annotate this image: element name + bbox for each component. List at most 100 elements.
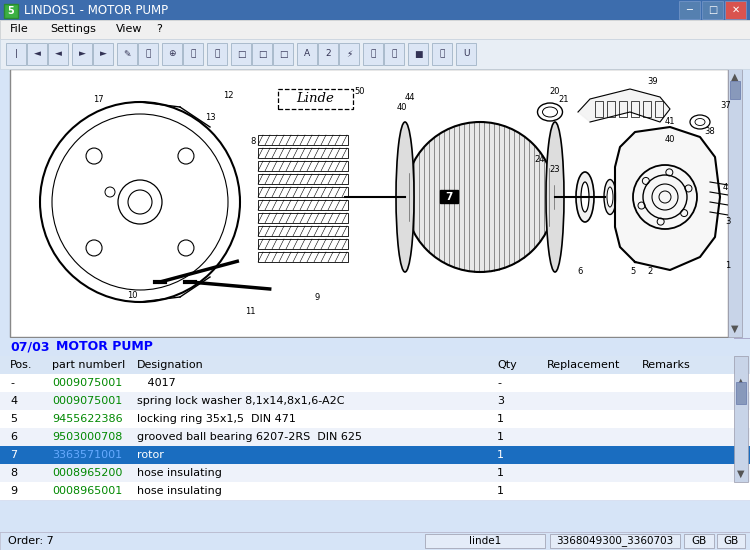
- Text: 7: 7: [446, 191, 453, 201]
- Text: 39: 39: [648, 78, 658, 86]
- Text: 9: 9: [10, 486, 17, 496]
- Text: 0008965200: 0008965200: [52, 468, 122, 478]
- Text: □: □: [708, 5, 717, 15]
- Bar: [643, 101, 651, 117]
- Text: spring lock washer 8,1x14,8x1,6-A2C: spring lock washer 8,1x14,8x1,6-A2C: [137, 396, 344, 406]
- Text: Designation: Designation: [137, 360, 204, 370]
- Text: 12: 12: [223, 91, 233, 100]
- Polygon shape: [615, 127, 720, 270]
- Text: hose insulating: hose insulating: [137, 468, 222, 478]
- Bar: [207, 43, 227, 65]
- Text: 📋: 📋: [146, 50, 151, 58]
- Text: 4017: 4017: [137, 378, 176, 388]
- Text: Order: 7: Order: 7: [8, 536, 54, 546]
- Bar: [0, 0, 750, 20]
- Bar: [619, 101, 627, 117]
- Bar: [10, 69, 728, 337]
- Text: 5: 5: [630, 267, 635, 277]
- Bar: [4, 4, 18, 18]
- Bar: [93, 43, 113, 65]
- Text: 🖨: 🖨: [370, 50, 376, 58]
- Text: 11: 11: [244, 307, 255, 316]
- Bar: [6, 43, 26, 65]
- Text: 9455622386: 9455622386: [52, 414, 123, 424]
- Text: ►: ►: [100, 50, 106, 58]
- Bar: [117, 43, 137, 65]
- Text: -: -: [10, 378, 14, 388]
- Text: 6: 6: [10, 432, 17, 442]
- Text: 38: 38: [705, 128, 716, 136]
- Text: ►: ►: [79, 50, 86, 58]
- Bar: [0, 464, 750, 482]
- Text: ◄: ◄: [55, 50, 62, 58]
- Text: ▼: ▼: [737, 469, 745, 479]
- Ellipse shape: [581, 182, 589, 212]
- Bar: [725, 1, 746, 19]
- Text: 10: 10: [127, 290, 137, 300]
- Text: ▼: ▼: [731, 324, 739, 334]
- Text: 5: 5: [10, 414, 17, 424]
- Text: 20: 20: [550, 87, 560, 96]
- Bar: [258, 252, 348, 262]
- Text: 6: 6: [578, 267, 583, 277]
- Text: 🔷: 🔷: [440, 50, 445, 58]
- Bar: [730, 81, 740, 99]
- Bar: [432, 43, 452, 65]
- Bar: [72, 43, 92, 65]
- Text: 🔍: 🔍: [214, 50, 220, 58]
- Text: □: □: [237, 50, 245, 58]
- Text: 1: 1: [497, 414, 504, 424]
- Text: 4: 4: [722, 183, 728, 191]
- Ellipse shape: [546, 122, 564, 272]
- Text: Linde: Linde: [296, 92, 334, 106]
- Bar: [0, 356, 750, 374]
- Text: 41: 41: [664, 118, 675, 127]
- Ellipse shape: [396, 122, 414, 272]
- Bar: [297, 43, 317, 65]
- Text: linde1: linde1: [469, 536, 501, 546]
- Text: View: View: [116, 25, 142, 35]
- Polygon shape: [578, 89, 670, 122]
- Text: Replacement: Replacement: [547, 360, 620, 370]
- Text: 0009075001: 0009075001: [52, 378, 122, 388]
- Bar: [595, 101, 603, 117]
- Text: 0009075001: 0009075001: [52, 396, 122, 406]
- Text: ─: ─: [686, 5, 692, 15]
- Bar: [0, 392, 750, 410]
- Text: 9503000708: 9503000708: [52, 432, 122, 442]
- Text: 07/03: 07/03: [10, 340, 50, 354]
- Text: ⚡: ⚡: [346, 50, 352, 58]
- Text: 4: 4: [10, 396, 17, 406]
- Text: 3: 3: [725, 217, 730, 227]
- Text: 1: 1: [725, 261, 730, 270]
- Text: Remarks: Remarks: [642, 360, 691, 370]
- Text: 44: 44: [405, 92, 416, 102]
- Bar: [183, 43, 203, 65]
- Text: 7: 7: [10, 450, 17, 460]
- Text: MOTOR PUMP: MOTOR PUMP: [56, 340, 153, 354]
- Text: ■: ■: [414, 50, 422, 58]
- Bar: [440, 190, 458, 203]
- Text: 23: 23: [550, 164, 560, 173]
- Ellipse shape: [604, 179, 616, 214]
- Text: 📄: 📄: [392, 50, 397, 58]
- Bar: [655, 101, 663, 117]
- Text: 2: 2: [326, 50, 331, 58]
- Bar: [318, 43, 338, 65]
- Text: ▲: ▲: [737, 377, 745, 387]
- Bar: [607, 101, 615, 117]
- Bar: [27, 43, 47, 65]
- Bar: [408, 43, 428, 65]
- Ellipse shape: [405, 122, 555, 272]
- Bar: [278, 89, 353, 109]
- Bar: [0, 410, 750, 428]
- Text: locking ring 35x1,5  DIN 471: locking ring 35x1,5 DIN 471: [137, 414, 296, 424]
- Text: □: □: [279, 50, 287, 58]
- Bar: [702, 1, 723, 19]
- Text: ✎: ✎: [123, 50, 130, 58]
- Text: 8: 8: [10, 468, 17, 478]
- Text: I: I: [122, 360, 125, 370]
- Text: ◢: ◢: [736, 4, 745, 14]
- Bar: [48, 43, 68, 65]
- Bar: [339, 43, 359, 65]
